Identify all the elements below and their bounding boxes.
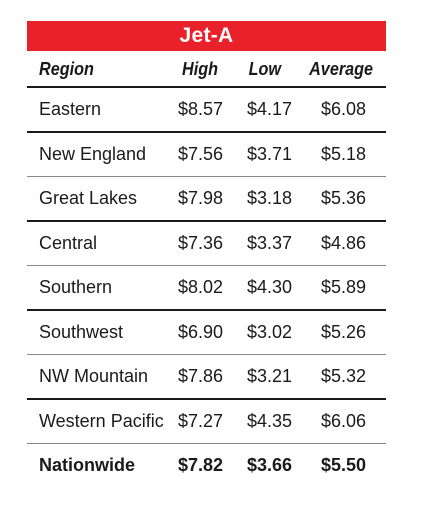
cell-average: $6.08 bbox=[320, 99, 366, 119]
cell-low: $3.71 bbox=[246, 143, 292, 164]
header-region: Region bbox=[39, 59, 94, 79]
cell-low: $3.37 bbox=[246, 232, 292, 253]
cell-average: $5.18 bbox=[320, 143, 366, 164]
cell-high: $6.90 bbox=[177, 321, 223, 342]
cell-region: Western Pacific bbox=[39, 410, 164, 431]
cell-average: $5.89 bbox=[320, 277, 366, 297]
table-row: Southern $8.02 $4.30 $5.89 bbox=[27, 266, 386, 311]
cell-high: $7.27 bbox=[177, 410, 223, 431]
cell-high: $7.86 bbox=[177, 366, 223, 386]
header-high: High bbox=[182, 59, 218, 79]
table-row-total: Nationwide $7.82 $3.66 $5.50 bbox=[27, 444, 386, 489]
header-average: Average bbox=[309, 59, 373, 79]
cell-high: $7.56 bbox=[177, 143, 223, 164]
table-header-row: Region High Low Average bbox=[27, 51, 386, 88]
table-row: Eastern $8.57 $4.17 $6.08 bbox=[27, 88, 386, 133]
cell-low: $4.35 bbox=[246, 410, 292, 431]
table-row: Southwest $6.90 $3.02 $5.26 bbox=[27, 311, 386, 355]
table-row: Great Lakes $7.98 $3.18 $5.36 bbox=[27, 177, 386, 222]
table-row: New England $7.56 $3.71 $5.18 bbox=[27, 133, 386, 177]
cell-low: $4.17 bbox=[246, 99, 292, 119]
cell-region: NW Mountain bbox=[39, 366, 149, 386]
cell-region: Southwest bbox=[39, 321, 124, 342]
cell-low: $3.21 bbox=[246, 366, 292, 386]
table-row: Western Pacific $7.27 $4.35 $6.06 bbox=[27, 400, 386, 444]
table-row: NW Mountain $7.86 $3.21 $5.32 bbox=[27, 355, 386, 400]
cell-average: $5.32 bbox=[320, 366, 366, 386]
cell-high: $7.36 bbox=[177, 232, 223, 253]
cell-low: $4.30 bbox=[246, 277, 292, 297]
table-title: Jet-A bbox=[27, 21, 386, 51]
cell-region: Southern bbox=[39, 277, 113, 297]
cell-high: $7.82 bbox=[177, 455, 223, 475]
cell-average: $5.50 bbox=[320, 455, 366, 475]
cell-region: Eastern bbox=[39, 99, 102, 119]
cell-region: New England bbox=[39, 143, 147, 164]
cell-high: $8.57 bbox=[177, 99, 223, 119]
cell-high: $8.02 bbox=[177, 277, 223, 297]
jet-a-price-table: Jet-A Region High Low Average Eastern $8… bbox=[27, 21, 386, 489]
cell-region: Central bbox=[39, 232, 98, 253]
cell-average: $6.06 bbox=[320, 410, 366, 431]
cell-low: $3.18 bbox=[246, 188, 292, 208]
cell-low: $3.02 bbox=[246, 321, 292, 342]
cell-average: $4.86 bbox=[320, 232, 366, 253]
cell-region: Great Lakes bbox=[39, 188, 138, 208]
cell-average: $5.26 bbox=[320, 321, 366, 342]
header-low: Low bbox=[248, 59, 281, 79]
table-row: Central $7.36 $3.37 $4.86 bbox=[27, 222, 386, 266]
cell-low: $3.66 bbox=[246, 455, 292, 475]
cell-region: Nationwide bbox=[39, 455, 136, 475]
cell-high: $7.98 bbox=[177, 188, 223, 208]
cell-average: $5.36 bbox=[320, 188, 366, 208]
